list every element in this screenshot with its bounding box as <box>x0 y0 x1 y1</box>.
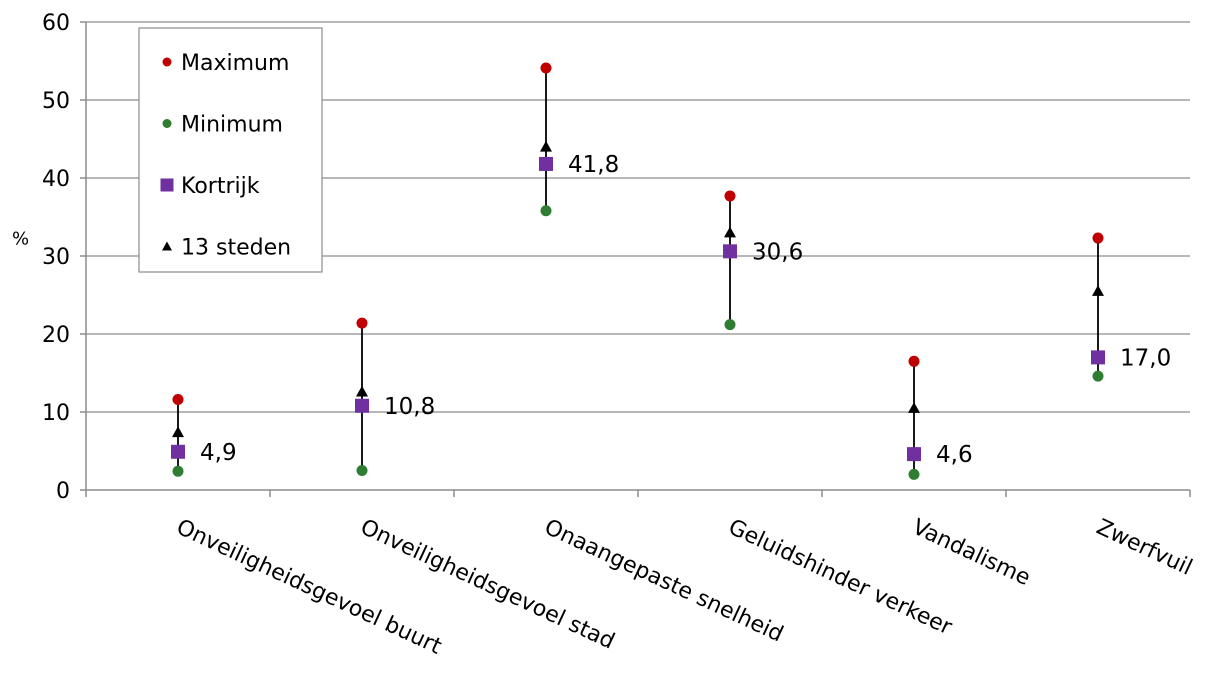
maximum-point <box>908 355 920 367</box>
kortrijk-point <box>907 447 921 462</box>
y-tick-label: 20 <box>42 323 70 348</box>
y-tick-label: 10 <box>42 401 70 426</box>
maximum-point <box>724 190 736 202</box>
legend-marker-13-steden <box>162 241 172 251</box>
13-steden-point <box>540 140 552 152</box>
minimum-point <box>724 319 736 331</box>
maximum-point <box>356 317 368 329</box>
legend-label-13-steden: 13 steden <box>181 236 291 261</box>
maximum-point <box>172 394 184 406</box>
legend-marker-minimum <box>162 119 172 128</box>
y-tick-label: 30 <box>42 245 70 270</box>
minimum-point <box>908 468 920 480</box>
data-label: 4,9 <box>200 440 237 466</box>
data-label: 4,6 <box>936 442 973 468</box>
legend: Maximum Minimum Kortrijk 13 steden <box>138 27 323 273</box>
data-label: 41,8 <box>568 152 619 178</box>
13-steden-point <box>908 402 920 413</box>
minimum-point <box>172 465 184 477</box>
y-axis-label: % <box>12 228 29 249</box>
data-label: 10,8 <box>384 394 435 420</box>
legend-label-maximum: Maximum <box>181 51 289 76</box>
maximum-point <box>540 62 552 74</box>
data-label: 30,6 <box>752 239 803 265</box>
y-tick-label: 60 <box>42 11 70 36</box>
category-label: Vandalisme <box>908 515 1034 591</box>
13-steden-point <box>1092 285 1104 296</box>
13-steden-point <box>356 385 368 397</box>
minimum-point <box>540 205 552 217</box>
legend-label-minimum: Minimum <box>181 113 283 138</box>
kortrijk-point <box>1091 350 1105 365</box>
minimum-point <box>1092 370 1104 382</box>
13-steden-point <box>172 426 184 438</box>
maximum-point <box>1092 232 1104 244</box>
kortrijk-point <box>171 444 185 459</box>
legend-marker-maximum <box>162 57 172 67</box>
y-tick-label: 0 <box>56 479 70 504</box>
y-tick-label: 40 <box>42 167 70 192</box>
y-tick-labels: 0 10 20 30 40 50 60 <box>42 11 70 504</box>
category-labels: Onveiligheidsgevoel buurtOnveiligheidsge… <box>172 515 1196 660</box>
legend-label-kortrijk: Kortrijk <box>181 174 260 199</box>
legend-marker-kortrijk <box>160 178 174 192</box>
data-marks <box>171 62 1105 480</box>
category-label: Zwerfvuil <box>1092 515 1196 581</box>
kortrijk-point <box>723 244 737 259</box>
legend-box <box>138 27 323 273</box>
y-tick-label: 50 <box>42 89 70 114</box>
kortrijk-point <box>539 156 553 171</box>
13-steden-point <box>724 226 736 238</box>
minimum-point <box>356 465 368 476</box>
data-labels: 4,9 10,8 41,8 30,6 4,6 17,0 <box>200 152 1171 468</box>
axes <box>80 21 1191 497</box>
kortrijk-point <box>355 398 369 413</box>
data-label: 17,0 <box>1120 345 1171 371</box>
